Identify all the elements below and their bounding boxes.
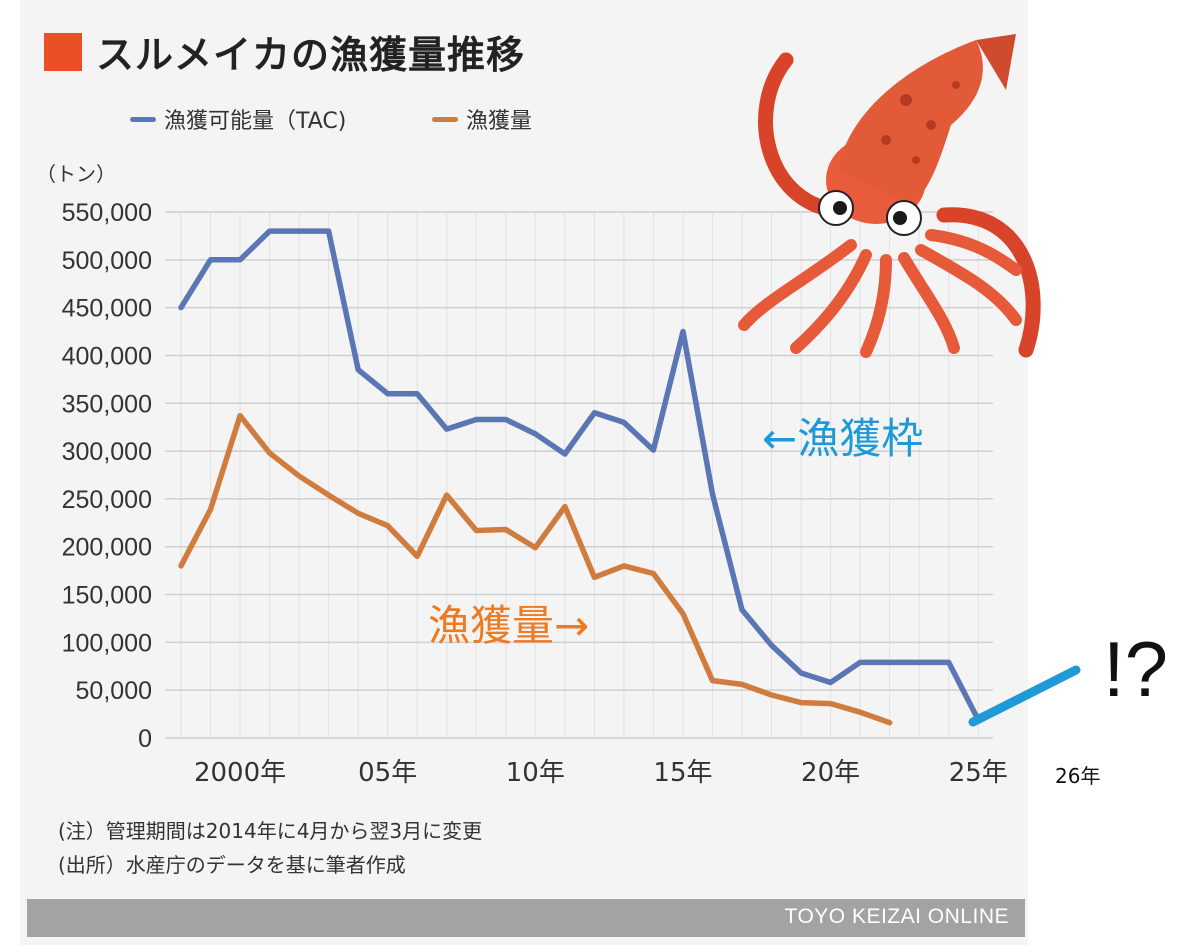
note-source: (出所）水産庁のデータを基に筆者作成: [58, 853, 406, 877]
annotation-year-26: 26年: [1055, 764, 1101, 788]
y-tick-label: 50,000: [76, 677, 152, 705]
annotation-tac: ←漁獲枠: [762, 414, 924, 463]
footer-brand: TOYO KEIZAI ONLINE: [784, 905, 1009, 928]
series-line-catch: [178, 412, 893, 726]
y-tick-label: 400,000: [62, 342, 152, 370]
title-marker: [44, 33, 82, 71]
legend-swatch-catch: [432, 116, 458, 122]
legend-label-catch: 漁獲量: [466, 109, 533, 134]
note-management-period: (注）管理期間は2014年に4月から翌3月に変更: [58, 819, 483, 843]
x-tick-label: 15年: [653, 758, 712, 788]
annotation-catch: 漁獲量→: [428, 601, 590, 650]
y-tick-label: 350,000: [62, 390, 152, 418]
y-tick-label: 550,000: [62, 199, 152, 227]
x-tick-label: 2000年: [194, 758, 286, 788]
y-axis-unit: （トン）: [36, 162, 116, 186]
squid-icon: [738, 34, 1041, 358]
chart-title: スルメイカの漁獲量推移: [96, 33, 526, 77]
y-tick-label: 150,000: [62, 582, 152, 610]
y-tick-label: 250,000: [62, 486, 152, 514]
x-tick-label: 05年: [358, 758, 417, 788]
y-tick-label: 450,000: [62, 295, 152, 323]
series-line-tac: [178, 228, 981, 723]
y-tick-label: 0: [138, 725, 152, 753]
y-tick-label: 500,000: [62, 247, 152, 275]
legend-label-tac: 漁獲可能量（TAC): [164, 109, 347, 134]
x-tick-label: 25年: [949, 758, 1008, 788]
footer-bar: TOYO KEIZAI ONLINE: [27, 899, 1025, 937]
legend-item-tac: 漁獲可能量（TAC): [130, 104, 346, 134]
y-tick-label: 300,000: [62, 438, 152, 466]
legend-item-catch: 漁獲量: [432, 104, 532, 134]
x-tick-label: 10年: [506, 758, 565, 788]
legend-swatch-tac: [130, 116, 156, 122]
annotation-exclaim: !?: [1103, 625, 1169, 713]
y-tick-label: 200,000: [62, 534, 152, 562]
x-tick-label: 20年: [801, 758, 860, 788]
y-tick-label: 100,000: [62, 629, 152, 657]
